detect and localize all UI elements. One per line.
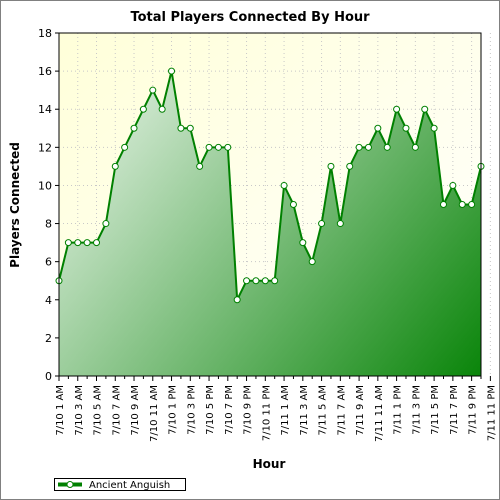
data-point [121,143,129,151]
data-point [233,296,241,304]
y-tick-label: 16 [38,65,52,78]
x-tick-label: 7/10 7 AM [111,385,122,436]
data-point [430,124,438,132]
data-point [149,86,157,94]
data-point [261,277,269,285]
series-line-ancient-anguish [58,70,482,304]
data-point [355,143,363,151]
data-point [411,143,419,151]
data-point [168,67,176,75]
x-tick-label: 7/11 5 PM [430,385,441,435]
y-axis-label: Players Connected [8,142,22,268]
data-point [336,220,344,228]
data-point [83,239,91,247]
x-tick-label: 7/10 5 PM [205,385,216,435]
data-point [308,258,316,266]
chart-title: Total Players Connected By Hour [130,10,370,25]
x-tick-label: 7/10 7 PM [224,385,235,435]
data-point [224,143,232,151]
legend: Ancient Anguish [54,478,186,491]
x-tick-label: 7/11 11 PM [486,385,497,441]
x-tick-label: 7/11 7 AM [336,385,347,436]
data-point [139,105,147,113]
y-tick-label: 8 [45,218,52,231]
data-point [271,277,279,285]
x-tick-label: 7/11 1 AM [280,385,291,436]
x-tick-label: 7/10 11 AM [149,385,160,442]
data-point [393,105,401,113]
data-point [93,239,101,247]
series-area-ancient-anguish [59,71,481,377]
x-axis-label: Hour [253,457,286,471]
data-point [158,105,166,113]
x-tick-label: 7/11 7 PM [449,385,460,435]
legend-label-ancient-anguish: Ancient Anguish [89,480,170,491]
data-point [327,162,335,170]
x-tick-label: 7/10 5 AM [93,385,104,436]
data-point [196,162,204,170]
x-tick-label: 7/10 9 AM [130,385,141,436]
data-point [299,239,307,247]
y-tick-label: 10 [38,179,52,192]
legend-swatch-marker [66,481,74,488]
plot-border [58,32,482,377]
x-tick-label: 7/11 11 AM [374,385,385,442]
x-tick-label: 7/10 3 PM [186,385,197,435]
x-tick-label: 7/10 9 PM [243,385,254,435]
data-point [205,143,213,151]
legend-box [54,478,186,491]
y-tick-label: 2 [45,332,52,345]
x-tick-label: 7/11 9 AM [355,385,366,436]
data-point [318,220,326,228]
y-tick-label: 18 [38,27,52,40]
y-tick-label: 4 [45,294,52,307]
data-point [289,201,297,208]
x-axis-ticks: 7/10 1 AM 7/10 3 AM 7/10 5 AM 7/10 7 AM 7/10… [55,376,497,442]
x-tick-label: 7/10 1 AM [55,385,66,436]
x-tick-label: 7/11 3 PM [411,385,422,435]
data-point [111,162,119,170]
y-tick-label: 0 [45,370,52,383]
y-tick-label: 14 [38,103,52,116]
data-point [74,239,82,247]
x-tick-label: 7/10 1 PM [168,385,179,435]
data-point [421,105,429,113]
data-point [177,124,185,132]
data-point [280,181,288,189]
x-tick-label: 7/11 5 AM [318,385,329,436]
x-tick-label: 7/10 3 AM [74,385,85,436]
data-point [186,124,194,132]
data-point [449,181,457,189]
data-point [364,143,372,151]
data-point [468,201,476,208]
data-point [383,143,391,151]
data-point [102,220,110,228]
data-point [243,277,251,285]
x-tick-label: 7/10 11 PM [261,385,272,441]
y-axis-ticks: 0 2 4 6 8 10 12 14 16 18 [38,27,59,383]
y-tick-label: 6 [45,256,52,269]
data-point [346,162,354,170]
data-point [64,239,72,247]
x-tick-label: 7/11 9 PM [468,385,479,435]
data-point [374,124,382,132]
y-tick-label: 12 [38,141,52,154]
x-tick-label: 7/11 1 PM [393,385,404,435]
data-point [214,143,222,151]
data-point [130,124,138,132]
data-point [439,201,447,208]
data-point [252,277,260,285]
x-tick-label: 7/11 3 AM [299,385,310,436]
data-point [458,201,466,208]
data-point [402,124,410,132]
